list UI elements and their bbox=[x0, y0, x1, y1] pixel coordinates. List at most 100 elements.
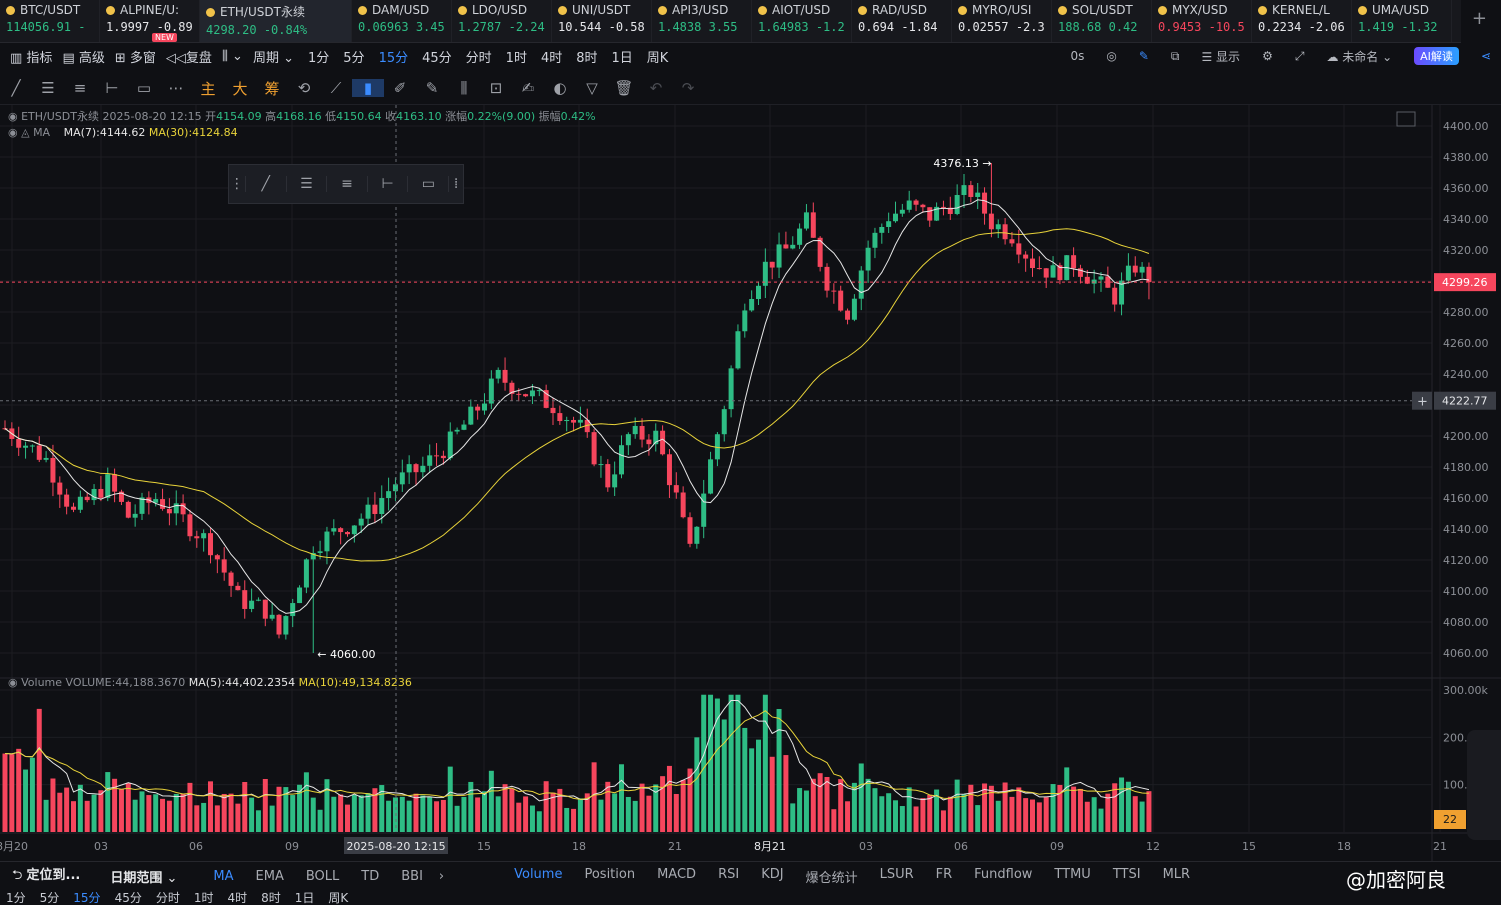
bottom-interval-5[interactable]: 1时 bbox=[193, 891, 214, 905]
settings-icon[interactable]: ⚙ bbox=[1262, 49, 1273, 63]
ticker-tab-9[interactable]: MYRO/USI 0.02557 -2.3 bbox=[952, 0, 1052, 42]
interval-tab-7[interactable]: 8时 bbox=[576, 50, 598, 66]
brush-icon[interactable]: ✎ bbox=[425, 79, 439, 97]
ticker-tab-7[interactable]: AIOT/USD 1.64983 -1.2 bbox=[752, 0, 852, 42]
trend-line-icon[interactable]: ╱ bbox=[11, 79, 21, 97]
more-icon[interactable]: ⁞ bbox=[453, 176, 459, 192]
ticker-tab-2[interactable]: ETH/USDT永续 4298.20 -0.84% bbox=[200, 0, 352, 42]
replay-button[interactable]: ◁◁复盘 bbox=[165, 50, 212, 66]
sub-indicator-1[interactable]: Position bbox=[584, 866, 636, 882]
candlestick-chart[interactable]: 4060.00 4080.00 4100.00 4120.00 4140.00 4160.… bbox=[0, 105, 1501, 861]
main-chart-button[interactable]: 主 bbox=[200, 79, 216, 98]
ticker-tab-10[interactable]: SOL/USDT 188.68 0.42 bbox=[1052, 0, 1152, 42]
share-icon[interactable]: ⋖ bbox=[1480, 49, 1491, 63]
locate-button[interactable]: ⮌ 定位到... bbox=[12, 868, 81, 883]
sub-indicator-2[interactable]: MACD bbox=[657, 866, 697, 882]
trash-icon[interactable]: 🗑 bbox=[614, 79, 634, 97]
bottom-interval-7[interactable]: 8时 bbox=[261, 891, 281, 905]
date-range-button[interactable]: 日期范围 ⌄ bbox=[110, 870, 178, 886]
advanced-button[interactable]: ▤ 高级 bbox=[62, 50, 105, 66]
fullscreen-icon[interactable]: ⤢ bbox=[1294, 48, 1305, 63]
ticker-tab-0[interactable]: BTC/USDT 114056.91 - bbox=[0, 0, 100, 42]
bottom-interval-2[interactable]: 15分 bbox=[73, 891, 101, 905]
ticker-tab-13[interactable]: UMA/USD 1.419 -1.32 bbox=[1352, 0, 1452, 42]
indicators-button[interactable]: ▥ 指标 bbox=[10, 50, 53, 66]
filter-icon[interactable]: ▽ bbox=[586, 79, 598, 97]
display-button[interactable]: ☰ 显示 bbox=[1201, 49, 1241, 64]
sub-indicator-4[interactable]: KDJ bbox=[761, 866, 784, 882]
magnet-icon[interactable]: ◐ bbox=[553, 79, 567, 97]
channel-tool-icon[interactable]: ☰ bbox=[287, 176, 328, 192]
chart-type-button[interactable]: ⫼ ⌄ bbox=[221, 48, 243, 64]
ticker-tab-6[interactable]: API3/USD 1.4838 3.55 bbox=[652, 0, 752, 42]
interval-tab-3[interactable]: 45分 bbox=[422, 50, 452, 66]
chips-button[interactable]: 筹 bbox=[264, 79, 280, 98]
pattern-icon[interactable]: ⫼ bbox=[460, 79, 468, 97]
bottom-interval-3[interactable]: 45分 bbox=[114, 891, 142, 905]
ticker-tab-12[interactable]: KERNEL/L 0.2234 -2.06 bbox=[1252, 0, 1352, 42]
big-order-button[interactable]: 大 bbox=[232, 79, 248, 98]
sub-indicator-3[interactable]: RSI bbox=[718, 866, 740, 882]
interval-tab-0[interactable]: 1分 bbox=[308, 50, 330, 66]
ticker-tab-11[interactable]: MYX/USD 0.9453 -10.5 bbox=[1152, 0, 1252, 42]
side-panel-tab[interactable] bbox=[1467, 730, 1501, 840]
interval-tab-1[interactable]: 5分 bbox=[343, 50, 365, 66]
ticker-tab-4[interactable]: LDO/USD 1.2787 -2.24 bbox=[452, 0, 552, 42]
interval-tab-5[interactable]: 1时 bbox=[505, 50, 527, 66]
sub-indicator-9[interactable]: TTMU bbox=[1054, 866, 1091, 882]
parallel-channel-icon[interactable]: ☰ bbox=[41, 79, 55, 97]
sync-icon[interactable]: ⟲ bbox=[297, 79, 311, 97]
lines-tool-icon[interactable]: ≡ bbox=[327, 176, 368, 192]
redo-icon[interactable]: ↷ bbox=[681, 79, 695, 97]
add-tab-icon[interactable]: + bbox=[1471, 8, 1487, 29]
main-indicator-0[interactable]: MA bbox=[213, 868, 234, 884]
pen-icon[interactable]: ✎ bbox=[1138, 49, 1149, 63]
multi-window-button[interactable]: ⊞ 多窗 bbox=[114, 50, 156, 66]
sub-indicator-5[interactable]: 爆仓统计 bbox=[805, 870, 858, 886]
interval-tab-2[interactable]: 15分 bbox=[378, 50, 409, 66]
bottom-interval-0[interactable]: 1分 bbox=[6, 891, 26, 905]
ticker-tab-8[interactable]: RAD/USD 0.694 -1.84 bbox=[852, 0, 952, 42]
interval-tab-6[interactable]: 4时 bbox=[540, 50, 563, 66]
horizontal-ray-icon[interactable]: ⊢ bbox=[105, 79, 119, 97]
main-indicator-3[interactable]: TD bbox=[361, 868, 380, 884]
period-button[interactable]: 周期 ⌄ bbox=[252, 50, 294, 66]
rectangle-icon[interactable]: ▭ bbox=[136, 79, 152, 97]
rect-tool-icon[interactable]: ▭ bbox=[408, 176, 450, 192]
ai-read-button[interactable]: AI解读 bbox=[1414, 47, 1459, 65]
sub-indicator-7[interactable]: FR bbox=[935, 866, 953, 882]
ray-tool-icon[interactable]: ⊢ bbox=[368, 176, 409, 192]
measure-icon[interactable]: ⟋ bbox=[330, 79, 342, 97]
sub-indicator-6[interactable]: LSUR bbox=[879, 866, 914, 882]
main-indicator-4[interactable]: BBI bbox=[401, 868, 423, 884]
ticker-tab-1[interactable]: ALPINE/U: 1.9997 -0.89 NEW bbox=[100, 0, 200, 42]
more-tools-icon[interactable]: ⋯ bbox=[168, 79, 184, 97]
ticker-tab-5[interactable]: UNI/USDT 10.544 -0.58 bbox=[552, 0, 652, 42]
sub-indicator-11[interactable]: MLR bbox=[1162, 866, 1191, 882]
ruler-icon[interactable]: ✐ bbox=[393, 79, 407, 97]
note-icon[interactable]: ✍ bbox=[521, 79, 535, 97]
camera-icon[interactable]: ◎ bbox=[1106, 49, 1117, 63]
sub-indicator-8[interactable]: Fundflow bbox=[974, 866, 1033, 882]
sub-indicator-0[interactable]: Volume bbox=[514, 866, 563, 882]
main-indicator-1[interactable]: EMA bbox=[255, 868, 284, 884]
bottom-interval-1[interactable]: 5分 bbox=[39, 891, 60, 905]
layout-name-button[interactable]: ☁ 未命名 ⌄ bbox=[1326, 49, 1393, 64]
bookmark-icon[interactable]: ▮ bbox=[352, 79, 384, 97]
bottom-interval-8[interactable]: 1日 bbox=[294, 891, 315, 905]
interval-tab-8[interactable]: 1日 bbox=[611, 50, 633, 66]
bottom-interval-4[interactable]: 分时 bbox=[155, 891, 180, 905]
main-ind-more-icon[interactable]: › bbox=[438, 868, 445, 884]
line-tool-icon[interactable]: ╱ bbox=[246, 176, 287, 192]
bottom-interval-6[interactable]: 4时 bbox=[227, 891, 248, 905]
main-indicator-2[interactable]: BOLL bbox=[305, 868, 340, 884]
horizontal-lines-icon[interactable]: ≡ bbox=[73, 79, 87, 97]
drag-handle-icon[interactable]: ⋮ bbox=[229, 176, 246, 192]
bottom-interval-9[interactable]: 周K bbox=[328, 891, 349, 905]
undo-icon[interactable]: ↶ bbox=[649, 79, 663, 97]
popout-icon[interactable]: ⧉ bbox=[1170, 48, 1180, 63]
interval-tab-4[interactable]: 分时 bbox=[465, 50, 492, 66]
ticker-tab-3[interactable]: DAM/USD 0.06963 3.45 bbox=[352, 0, 452, 42]
interval-tab-9[interactable]: 周K bbox=[646, 50, 669, 66]
lock-icon[interactable]: ⊡ bbox=[489, 79, 503, 97]
